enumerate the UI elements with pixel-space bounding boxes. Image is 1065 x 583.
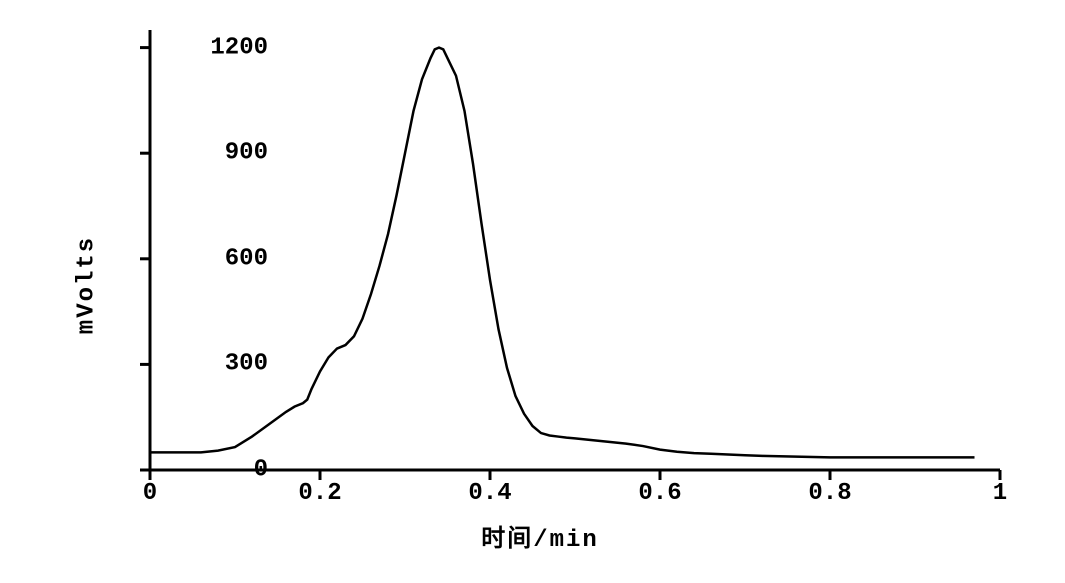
y-tick-label: 900 (188, 140, 268, 167)
tick-group (140, 48, 1000, 480)
y-axis-label: mVolts (74, 236, 101, 334)
x-tick-label: 0.2 (298, 480, 341, 507)
chart-svg (150, 30, 1000, 470)
x-tick-label: 0.8 (808, 480, 851, 507)
x-axis-label: 时间/min (481, 518, 599, 554)
x-tick-label: 0.4 (468, 480, 511, 507)
x-tick-label: 0.6 (638, 480, 681, 507)
y-tick-label: 1200 (188, 34, 268, 61)
chart-container: mVolts 时间/min 03006009001200 00.20.40.60… (50, 20, 1030, 550)
y-tick-label: 600 (188, 245, 268, 272)
data-line (150, 48, 975, 458)
axis-group (150, 30, 1000, 470)
y-tick-label: 300 (188, 351, 268, 378)
x-tick-label: 0 (143, 480, 157, 507)
x-tick-label: 1 (993, 480, 1007, 507)
y-tick-label: 0 (188, 457, 268, 484)
